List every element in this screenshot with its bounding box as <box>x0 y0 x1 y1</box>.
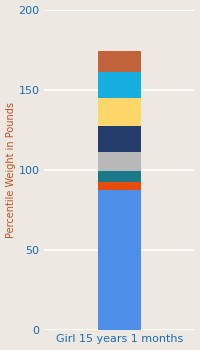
Bar <box>98 152 141 171</box>
Bar <box>98 72 141 98</box>
Y-axis label: Percentile Weight in Pounds: Percentile Weight in Pounds <box>6 102 16 238</box>
Bar <box>98 171 141 182</box>
Bar <box>98 190 141 330</box>
Bar <box>98 126 141 152</box>
Bar <box>98 182 141 190</box>
Bar <box>98 51 141 72</box>
Bar <box>98 98 141 126</box>
